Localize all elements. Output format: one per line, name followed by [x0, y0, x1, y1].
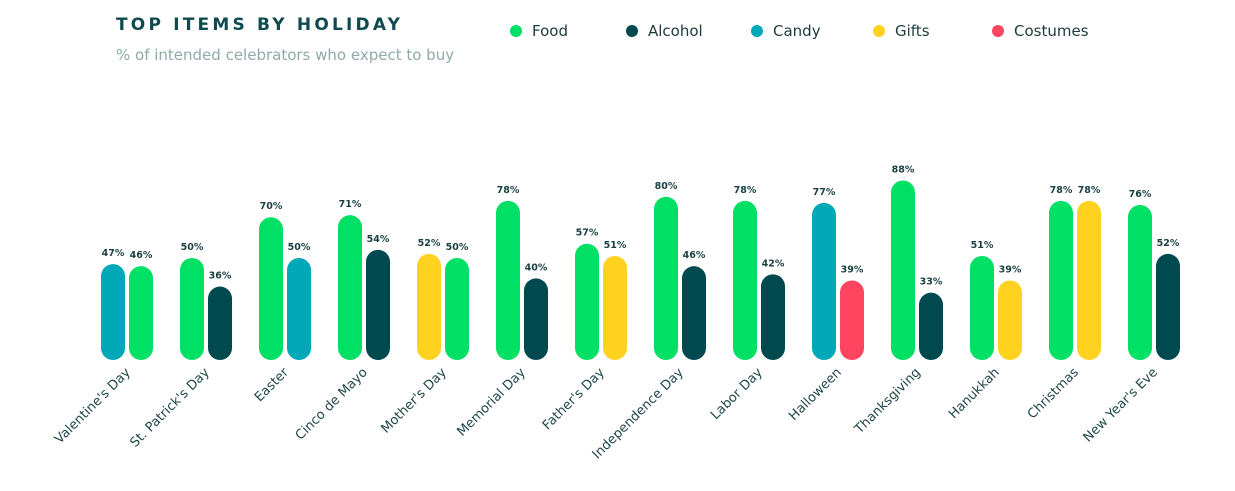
data-label-new-year-s-eve-alcohol: 52%	[1157, 238, 1180, 249]
data-label-mother-s-day-gifts: 52%	[418, 238, 441, 249]
data-label-easter-candy: 50%	[288, 242, 311, 253]
legend-label-food: Food	[532, 22, 568, 40]
data-label-st-patrick-s-day-alcohol: 36%	[209, 271, 232, 282]
data-label-labor-day-alcohol: 42%	[762, 258, 785, 269]
bar-valentine-s-day-food	[129, 266, 153, 360]
bar-father-s-day-food	[575, 243, 599, 360]
legend: Food Alcohol Candy Gifts Costumes	[0, 20, 1235, 42]
bar-st-patrick-s-day-food	[180, 258, 204, 360]
bar-new-year-s-eve-food	[1128, 204, 1152, 360]
data-label-independence-day-alcohol: 46%	[683, 250, 706, 261]
legend-label-gifts: Gifts	[895, 22, 930, 40]
data-label-memorial-day-food: 78%	[497, 185, 520, 196]
data-label-christmas-food: 78%	[1050, 185, 1073, 196]
bar-new-year-s-eve-alcohol	[1156, 253, 1180, 360]
category-label-christmas: Christmas	[1025, 365, 1082, 422]
category-label-independence-day: Independence Day	[590, 365, 687, 462]
data-label-st-patrick-s-day-food: 50%	[181, 242, 204, 253]
data-label-cinco-de-mayo-food: 71%	[339, 199, 362, 210]
data-label-new-year-s-eve-food: 76%	[1129, 189, 1152, 200]
category-label-easter: Easter	[252, 365, 292, 405]
category-label-new-year-s-eve: New Year's Eve	[1081, 365, 1161, 445]
category-label-valentine-s-day: Valentine's Day	[52, 365, 134, 447]
legend-swatch-gifts	[873, 25, 885, 37]
data-label-thanksgiving-food: 88%	[892, 164, 915, 175]
bar-father-s-day-gifts	[603, 255, 627, 360]
data-label-christmas-gifts: 78%	[1078, 185, 1101, 196]
category-label-hanukkah: Hanukkah	[946, 365, 1003, 422]
data-label-halloween-costumes: 39%	[841, 264, 864, 275]
bar-thanksgiving-alcohol	[919, 292, 943, 360]
bar-hanukkah-food	[970, 255, 994, 360]
bar-labor-day-alcohol	[761, 274, 785, 360]
category-label-cinco-de-mayo: Cinco de Mayo	[293, 365, 371, 443]
legend-label-costumes: Costumes	[1014, 22, 1089, 40]
bar-independence-day-alcohol	[682, 266, 706, 360]
bar-christmas-food	[1049, 200, 1073, 360]
data-label-labor-day-food: 78%	[734, 185, 757, 196]
bar-easter-food	[259, 217, 283, 360]
legend-swatch-alcohol	[626, 25, 638, 37]
bar-halloween-candy	[812, 202, 836, 360]
data-label-thanksgiving-alcohol: 33%	[920, 277, 943, 288]
data-label-hanukkah-gifts: 39%	[999, 264, 1022, 275]
legend-item-alcohol: Alcohol	[626, 20, 703, 42]
bar-cinco-de-mayo-alcohol	[366, 249, 390, 360]
bar-christmas-gifts	[1077, 200, 1101, 360]
legend-swatch-costumes	[992, 25, 1004, 37]
legend-item-gifts: Gifts	[873, 20, 930, 42]
category-label-labor-day: Labor Day	[708, 365, 766, 423]
legend-item-candy: Candy	[751, 20, 821, 42]
data-label-father-s-day-gifts: 51%	[604, 240, 627, 251]
bar-thanksgiving-food	[891, 180, 915, 360]
chart-subtitle: % of intended celebrators who expect to …	[116, 46, 455, 64]
category-label-father-s-day: Father's Day	[540, 365, 608, 433]
bar-independence-day-food	[654, 196, 678, 360]
bar-valentine-s-day-candy	[101, 264, 125, 360]
bar-mother-s-day-gifts	[417, 253, 441, 360]
data-label-easter-food: 70%	[260, 201, 283, 212]
data-label-memorial-day-alcohol: 40%	[525, 262, 548, 273]
bar-easter-candy	[287, 258, 311, 360]
bar-mother-s-day-food	[445, 258, 469, 360]
data-label-hanukkah-food: 51%	[971, 240, 994, 251]
data-label-mother-s-day-food: 50%	[446, 242, 469, 253]
legend-swatch-candy	[751, 25, 763, 37]
data-label-valentine-s-day-candy: 47%	[102, 248, 125, 259]
legend-label-candy: Candy	[773, 22, 821, 40]
bar-labor-day-food	[733, 200, 757, 360]
category-label-thanksgiving: Thanksgiving	[851, 365, 923, 437]
data-label-halloween-candy: 77%	[813, 187, 836, 198]
legend-label-alcohol: Alcohol	[648, 22, 703, 40]
category-label-halloween: Halloween	[786, 365, 845, 424]
bar-hanukkah-gifts	[998, 280, 1022, 360]
bar-memorial-day-alcohol	[524, 278, 548, 360]
bar-halloween-costumes	[840, 280, 864, 360]
data-label-independence-day-food: 80%	[655, 181, 678, 192]
data-label-cinco-de-mayo-alcohol: 54%	[367, 234, 390, 245]
legend-item-food: Food	[510, 20, 568, 42]
bar-cinco-de-mayo-food	[338, 215, 362, 360]
category-label-mother-s-day: Mother's Day	[378, 365, 450, 437]
data-label-valentine-s-day-food: 46%	[130, 250, 153, 261]
legend-item-costumes: Costumes	[992, 20, 1089, 42]
legend-swatch-food	[510, 25, 522, 37]
category-label-memorial-day: Memorial Day	[454, 365, 529, 440]
bar-st-patrick-s-day-alcohol	[208, 286, 232, 360]
chart-title: TOP ITEMS BY HOLIDAY	[116, 15, 404, 35]
bar-memorial-day-food	[496, 200, 520, 360]
data-label-father-s-day-food: 57%	[576, 228, 599, 239]
category-label-st-patrick-s-day: St. Patrick's Day	[127, 365, 213, 451]
